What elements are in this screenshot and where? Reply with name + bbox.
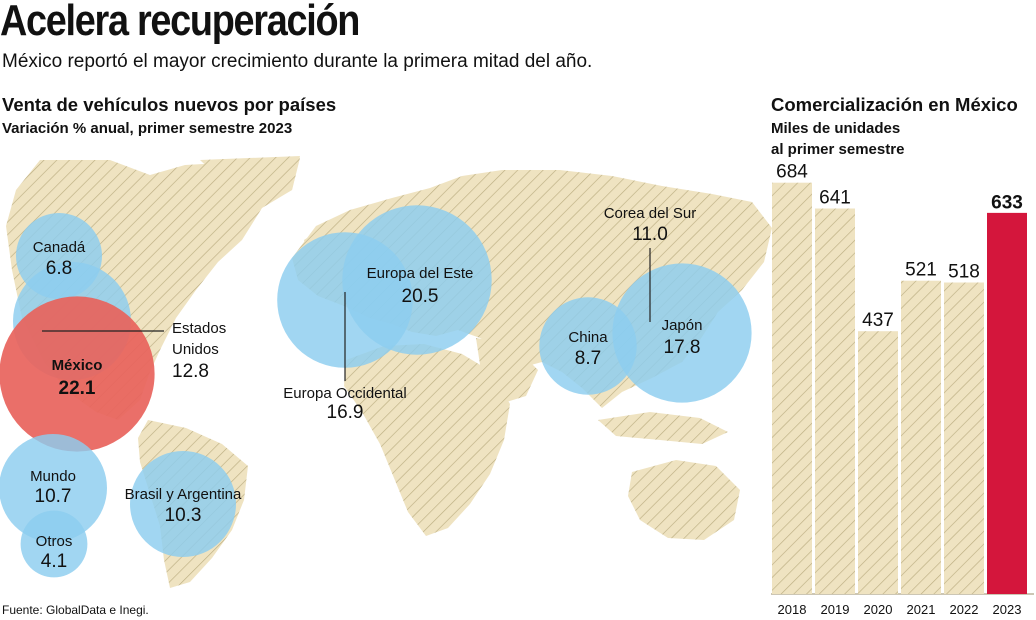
bubble-label-estados-unidos-2: Unidos: [172, 341, 219, 358]
bubble-value-corea-del-sur: 11.0: [632, 224, 668, 245]
bubble-brasil-y-argentina: [130, 451, 236, 557]
bubble-label-corea-del-sur: Corea del Sur: [604, 205, 697, 222]
bubble-label-otros: Otros: [36, 533, 73, 550]
bubble-value-china: 8.7: [575, 348, 601, 369]
bar-section-subtitle-line2: al primer semestre: [771, 141, 905, 158]
bubble-mexico: [0, 296, 155, 452]
bubble-value-canada: 6.8: [46, 258, 72, 279]
bar-section-subtitle-line1: Miles de unidades: [771, 120, 901, 137]
bar-2021: [901, 280, 941, 594]
bar-category-2018: 2018: [778, 602, 807, 617]
bubble-value-europa-del-este: 20.5: [402, 286, 439, 307]
map-section-subtitle: Variación % anual, primer semestre 2023: [2, 120, 293, 137]
bubble-europa-del-este: [342, 205, 492, 355]
bar-chart: 684 2018 641 2019 437 2020 521 2021 518 2022 633 20…: [771, 162, 1034, 617]
leader-lines: [42, 248, 651, 381]
bar-2018: [772, 182, 812, 594]
bar-category-2021: 2021: [907, 602, 936, 617]
bubble-value-mexico: 22.1: [59, 378, 96, 399]
bubble-label-europa-del-este: Europa del Este: [367, 265, 474, 282]
bubble-value-estados-unidos: 12.8: [172, 361, 209, 382]
bubble-otros: [20, 510, 88, 578]
bar-category-2020: 2020: [864, 602, 893, 617]
subheadline: México reportó el mayor crecimiento dura…: [2, 51, 593, 72]
bar-2023: [987, 213, 1027, 595]
bubble-label-japon: Japón: [662, 317, 703, 334]
land-greenland: [200, 156, 300, 206]
land-australia: [628, 460, 740, 540]
headline: Acelera recuperación: [0, 0, 360, 45]
bubble-mundo: [0, 434, 107, 542]
bar-2020: [858, 331, 898, 594]
bubble-label-canada: Canadá: [33, 239, 86, 256]
land-africa: [344, 344, 510, 536]
bar-value-2023: 633: [991, 192, 1023, 213]
bubble-canada: [16, 213, 102, 299]
bubble-japon: [612, 263, 752, 403]
bubble-label-china: China: [568, 329, 608, 346]
bar-value-2021: 521: [905, 260, 937, 281]
bar-2022: [944, 282, 984, 594]
bar-value-2019: 641: [819, 188, 851, 209]
bubble-value-otros: 4.1: [41, 551, 67, 572]
land-indonesia: [598, 412, 728, 444]
map-section-title: Venta de vehículos nuevos por países: [2, 94, 337, 115]
bubble-labels: Canadá 6.8 Estados Unidos 12.8 México 22.1 Mund…: [30, 205, 702, 572]
bubble-value-brasil-y-argentina: 10.3: [165, 505, 202, 526]
bubble-label-brasil-y-argentina: Brasil y Argentina: [125, 486, 242, 503]
bar-value-2018: 684: [776, 162, 808, 183]
bubble-label-europa-occidental: Europa Occidental: [283, 385, 406, 402]
bubble-label-mundo: Mundo: [30, 468, 76, 485]
bubble-layer: [0, 205, 752, 578]
bubble-value-europa-occidental: 16.9: [327, 402, 364, 423]
bubble-value-mundo: 10.7: [35, 486, 72, 507]
bar-category-2022: 2022: [950, 602, 979, 617]
bubble-label-mexico: México: [52, 357, 103, 374]
bar-value-2020: 437: [862, 310, 894, 331]
bar-value-2022: 518: [948, 262, 980, 283]
bar-category-2019: 2019: [821, 602, 850, 617]
land-arabia: [476, 338, 538, 404]
bubble-value-japon: 17.8: [664, 337, 701, 358]
bubble-label-estados-unidos-1: Estados: [172, 320, 226, 337]
bar-2019: [815, 208, 855, 594]
source-note: Fuente: GlobalData e Inegi.: [2, 603, 149, 617]
bubble-china: [539, 297, 637, 395]
bar-section-title: Comercialización en México: [771, 94, 1018, 115]
bar-category-2023: 2023: [993, 602, 1022, 617]
